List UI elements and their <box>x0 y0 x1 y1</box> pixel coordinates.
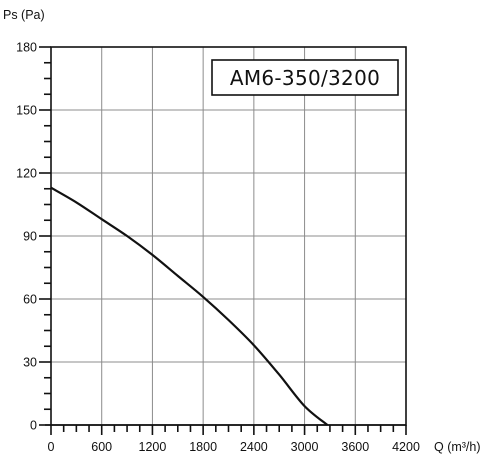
x-tick-label: 4200 <box>392 440 420 454</box>
grid <box>51 47 406 425</box>
x-tick-label: 2400 <box>240 440 268 454</box>
chart-title: AM6-350/3200 <box>230 66 380 90</box>
y-tick-label: 30 <box>23 356 37 370</box>
y-tick-label: 180 <box>16 41 37 55</box>
x-axis-label: Q (m³/h) <box>434 440 481 454</box>
y-tick-label: 60 <box>23 293 37 307</box>
x-tick-label: 600 <box>91 440 112 454</box>
y-tick-label: 120 <box>16 167 37 181</box>
x-tick-label: 3600 <box>341 440 369 454</box>
ticks: 0 600 1200 1800 2400 3000 3600 4200 0 30 60 90 120 15… <box>16 41 420 455</box>
x-tick-label: 1800 <box>189 440 217 454</box>
y-tick-label: 150 <box>16 104 37 118</box>
x-tick-label: 0 <box>48 440 55 454</box>
x-tick-label: 3000 <box>291 440 319 454</box>
y-tick-label: 0 <box>30 419 37 433</box>
model-label-box <box>211 59 399 96</box>
model-label: AM6-350/3200 <box>211 59 399 96</box>
x-tick-label: 1200 <box>139 440 167 454</box>
series <box>50 186 329 426</box>
y-axis-label: Ps (Pa) <box>3 8 45 22</box>
pressure-curve <box>50 186 329 426</box>
y-tick-label: 90 <box>23 230 37 244</box>
